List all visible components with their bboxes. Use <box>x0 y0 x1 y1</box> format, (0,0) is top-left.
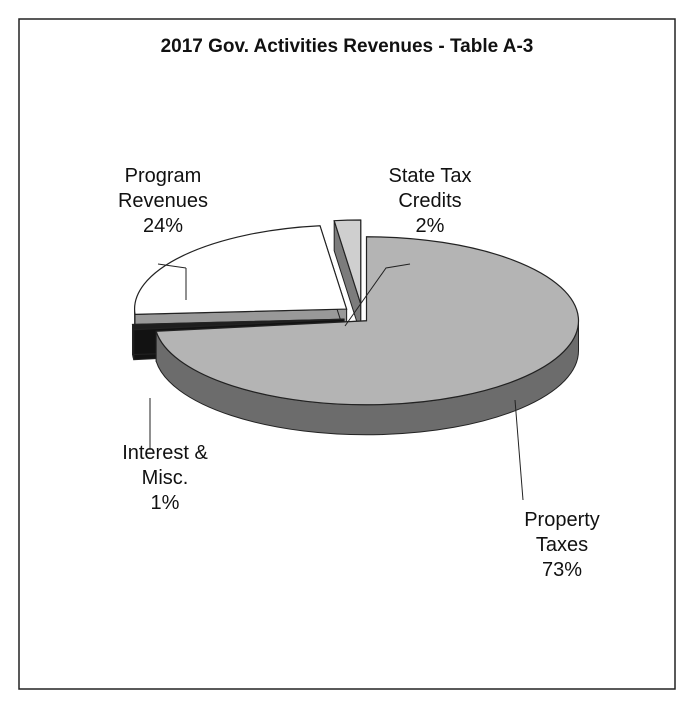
slice-value-label: 24% <box>143 215 183 237</box>
chart-title: 2017 Gov. Activities Revenues - Table A-… <box>161 36 534 57</box>
slice-value-label: 1% <box>151 492 180 514</box>
slice-value-label: 2% <box>416 215 445 237</box>
slice-value-label: 73% <box>542 559 582 581</box>
